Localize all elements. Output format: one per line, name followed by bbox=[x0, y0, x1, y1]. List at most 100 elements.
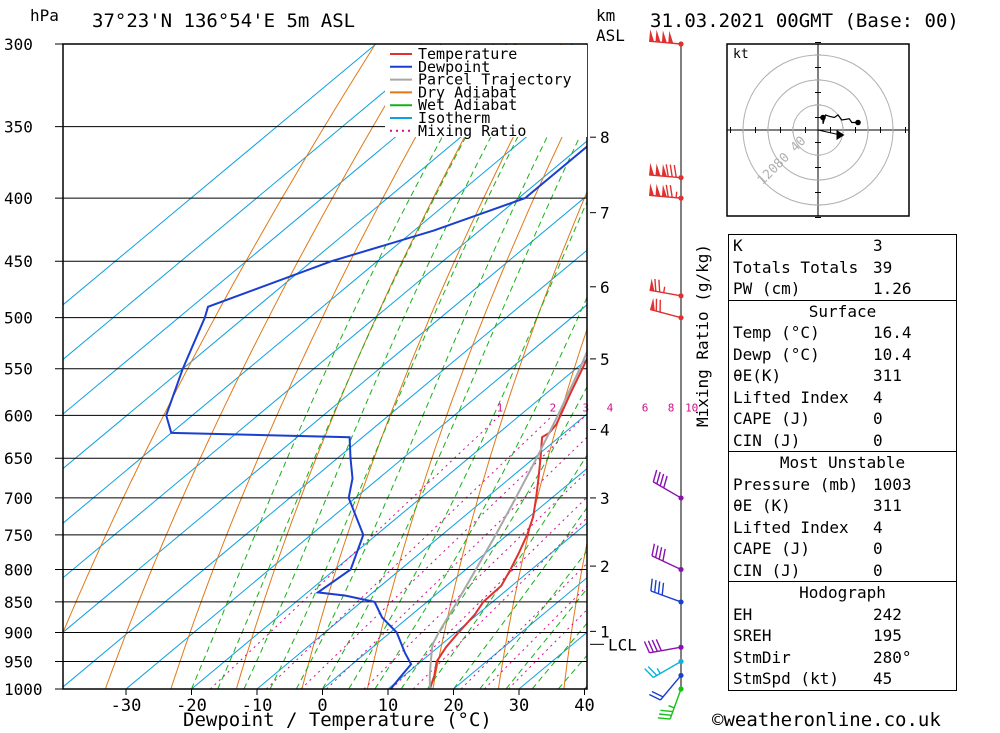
pw-row: PW (cm) 1.26 bbox=[733, 279, 912, 298]
pressure-tick-label: 750 bbox=[4, 526, 33, 545]
asl-unit: ASL bbox=[596, 26, 625, 45]
dry-adiabat-line bbox=[951, 44, 1000, 689]
isotherm-line bbox=[63, 140, 587, 579]
wind-barb bbox=[649, 183, 684, 201]
wind-barb-staff bbox=[652, 660, 682, 679]
plot-frame bbox=[62, 43, 588, 690]
pressure-tick-label: 700 bbox=[4, 489, 33, 508]
isotherm-line bbox=[387, 522, 587, 689]
x-tick-label: 10 bbox=[378, 696, 398, 716]
legend-label: Parcel Trajectory bbox=[418, 71, 572, 89]
credit-link[interactable]: ©weatheronline.co.uk bbox=[712, 709, 941, 731]
dry-adiabat-line bbox=[235, 44, 516, 689]
wind-barb bbox=[649, 297, 684, 321]
wind-barb-staff bbox=[649, 289, 682, 297]
mixing-ratio-label: 6 bbox=[642, 401, 649, 414]
x-tick-label: -20 bbox=[176, 696, 207, 716]
wind-barb-pennant bbox=[661, 164, 667, 177]
dry-adiabat-line bbox=[432, 190, 587, 689]
wind-barb-flag bbox=[665, 184, 669, 198]
hpa-unit: hPa bbox=[30, 6, 59, 25]
wind-barb-flag bbox=[651, 690, 664, 698]
hodograph-ring bbox=[767, 79, 869, 181]
pressure-axis: 300 350 400 450 500 550 600 650 700 750 800 850 900 9… bbox=[4, 35, 43, 699]
surface-li-row: Lifted Index 4 bbox=[733, 387, 883, 407]
wind-barb-pennant bbox=[649, 278, 655, 292]
surface-thetae-row: θE(K) 311 bbox=[733, 366, 902, 385]
x-axis-title: Dewpoint / Temperature (°C) bbox=[183, 709, 492, 731]
dewpoint-line bbox=[165, 145, 587, 689]
wind-barb-halfflag bbox=[656, 667, 661, 674]
mixing-ratio-label: 4 bbox=[607, 401, 614, 414]
x-axis: -30 -20 -10 0 10 20 30 40 bbox=[111, 689, 595, 716]
km-tick-label: 6 bbox=[600, 278, 610, 297]
hodograph-start-dot bbox=[820, 114, 826, 121]
hodograph-section: Hodograph EH 242 SREH 195 StmDir 280° StmSp… bbox=[729, 581, 956, 690]
surface-section: Surface Temp (°C) 16.4 Dewp (°C) 10.4 θE(K… bbox=[729, 299, 956, 452]
isotherm-line bbox=[63, 249, 587, 688]
km-tick-label: 5 bbox=[600, 350, 610, 369]
legend-box bbox=[385, 45, 587, 137]
wind-barb-pennant bbox=[649, 162, 655, 176]
pressure-tick-label: 550 bbox=[4, 360, 33, 379]
wind-barb-staff bbox=[652, 481, 682, 499]
temperature-line bbox=[428, 356, 587, 689]
mixing-ratio-label: 1 bbox=[497, 401, 504, 414]
x-tick-label: 20 bbox=[443, 696, 463, 716]
wind-barb-flag bbox=[658, 547, 663, 560]
x-tick-label: -10 bbox=[242, 696, 273, 716]
most-unstable-title: Most Unstable bbox=[779, 453, 906, 472]
isotherm-line bbox=[256, 413, 587, 689]
mixing-ratio-line bbox=[300, 414, 587, 689]
dry-adiabat-line bbox=[104, 44, 423, 689]
wind-barb-flag bbox=[654, 580, 657, 593]
pressure-tick-label: 900 bbox=[4, 624, 33, 643]
pressure-tick-label: 450 bbox=[4, 252, 33, 271]
wind-barb-flag bbox=[654, 545, 659, 558]
wet-adiabat-line bbox=[426, 454, 587, 689]
surface-dewp-row: Dewp (°C) 10.4 bbox=[733, 344, 912, 364]
mu-cin-row: CIN (J) 0 bbox=[733, 560, 883, 580]
wind-barb-flag bbox=[660, 709, 673, 713]
pressure-tick-label: 850 bbox=[4, 593, 33, 612]
mixing-ratio-label: 10 bbox=[685, 401, 698, 414]
wind-barb-pennant bbox=[655, 183, 661, 197]
wind-barb-staff bbox=[649, 308, 682, 319]
wind-barb-dot bbox=[678, 566, 684, 573]
profile-lines bbox=[165, 145, 587, 689]
mu-li-row: Lifted Index 4 bbox=[733, 517, 883, 537]
wind-barb-flag bbox=[647, 640, 655, 653]
wind-barb bbox=[652, 469, 684, 501]
wind-barb-flag bbox=[647, 666, 658, 676]
isotherm-line bbox=[125, 304, 587, 689]
isotherm-line bbox=[322, 467, 587, 689]
km-unit: km bbox=[596, 6, 616, 25]
wind-barb-staff bbox=[650, 590, 682, 603]
legend-label: Mixing Ratio bbox=[418, 122, 526, 140]
km-tick-label: 3 bbox=[600, 489, 610, 508]
km-tick-label: 1 bbox=[600, 622, 610, 641]
parcel-trajectory-line bbox=[428, 349, 587, 689]
km-tick-label: 7 bbox=[600, 204, 610, 223]
wind-barb-flag bbox=[657, 581, 661, 594]
wind-barb-pennant bbox=[655, 163, 661, 176]
wet-adiabat-line bbox=[191, 44, 495, 689]
x-tick-label: 30 bbox=[509, 696, 529, 716]
wet-adiabat-line bbox=[453, 506, 587, 689]
surface-title: Surface bbox=[808, 301, 877, 321]
mu-thetae-row: θE (K) 311 bbox=[733, 496, 902, 515]
wind-barb-flag bbox=[650, 578, 653, 592]
pressure-tick-label: 650 bbox=[4, 449, 33, 468]
surface-temp-row: Temp (°C) 16.4 bbox=[733, 323, 912, 342]
wind-barb bbox=[644, 658, 684, 679]
wind-barb bbox=[649, 29, 684, 47]
most-unstable-section: Most Unstable Pressure (mb) 1003 θE (K) 31… bbox=[729, 451, 956, 581]
dry-adiabat-line bbox=[366, 84, 587, 689]
location-title: 37°23'N 136°54'E 5m ASL bbox=[92, 10, 356, 32]
km-tick-label: 2 bbox=[600, 557, 610, 576]
